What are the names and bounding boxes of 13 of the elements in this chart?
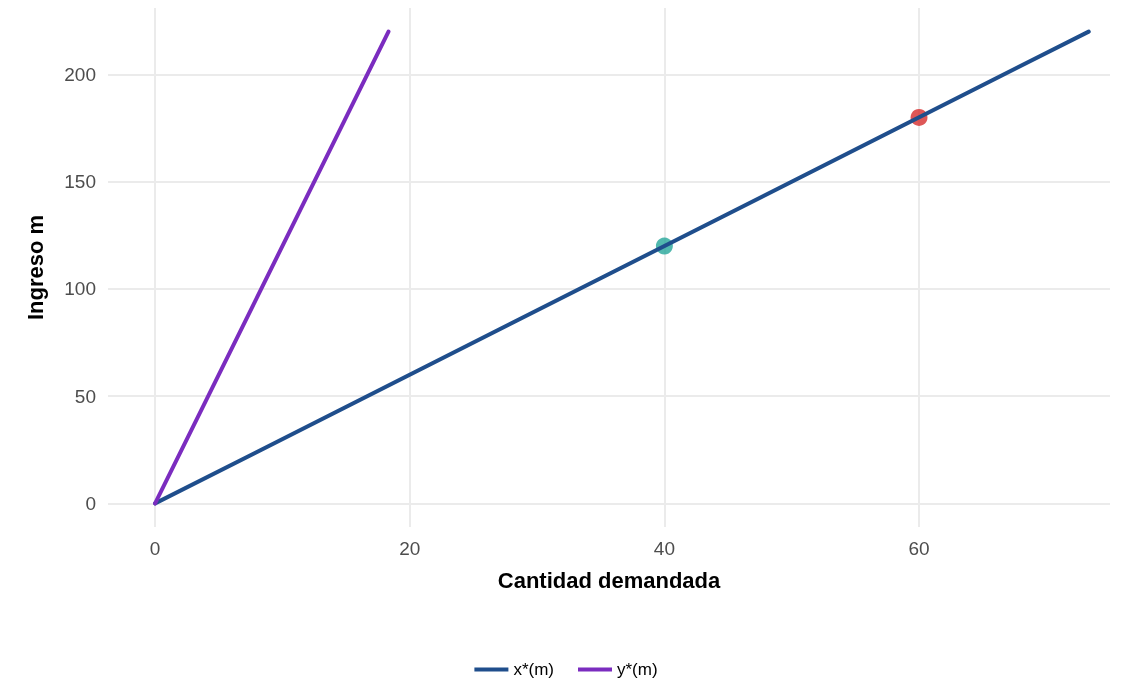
legend-label: x*(m) xyxy=(513,660,555,679)
y-tick-label: 0 xyxy=(85,492,96,514)
x-tick-label: 40 xyxy=(653,538,675,559)
y-tick-label: 200 xyxy=(64,63,96,85)
x-tick-label: 0 xyxy=(149,538,161,559)
x-tick-label: 60 xyxy=(908,538,930,559)
y-tick-label: 100 xyxy=(64,278,96,300)
y-axis-title: Ingreso m xyxy=(22,214,48,321)
legend-label: y*(m) xyxy=(617,660,658,679)
y-tick-label: 150 xyxy=(64,171,96,193)
x-axis-title: Cantidad demandada xyxy=(497,567,721,593)
y-tick-label: 50 xyxy=(74,385,96,407)
x-tick-label: 20 xyxy=(399,538,421,559)
